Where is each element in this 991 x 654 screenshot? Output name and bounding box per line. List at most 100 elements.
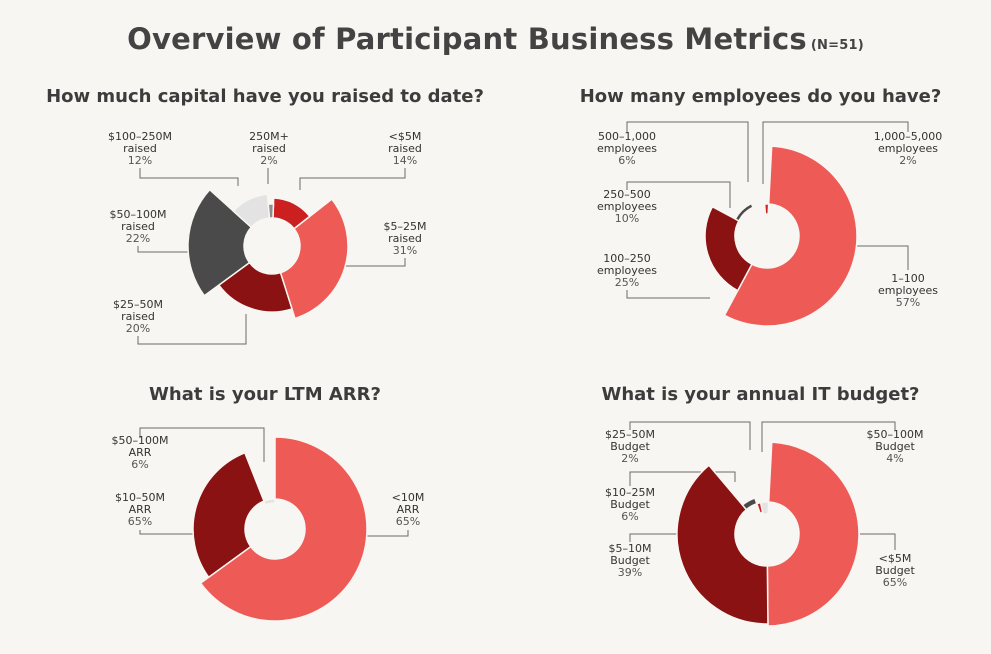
slice-category-label: employees [597, 264, 657, 277]
slice-category-label: $25–50M [113, 298, 163, 311]
leader-line-1-100 [855, 245, 909, 270]
leader-line-25-50m [629, 421, 751, 450]
slice-5-10m [676, 464, 769, 625]
slice-50-100m [262, 498, 276, 506]
slice-category-label: 1–100 [891, 272, 925, 285]
slice-category-label: employees [597, 142, 657, 155]
slice-category-label: 500–1,000 [598, 130, 656, 143]
slice-percent-label: 6% [618, 154, 635, 167]
slice-250-500 [734, 202, 755, 222]
slice-1-000-5-000 [763, 203, 770, 215]
slice-percent-label: 25% [615, 276, 639, 289]
chart-panel-capital: How much capital have you raised to date… [0, 86, 530, 356]
slice-50-100m [187, 188, 253, 297]
slice-10m [199, 436, 368, 622]
capital-donut-chart: <$5Mraised14%$5–25Mraised31%$25–50Mraise… [108, 130, 427, 345]
slice-100-250 [704, 205, 753, 292]
sample-size: (N=51) [810, 38, 864, 53]
slice-percent-label: 39% [618, 566, 642, 579]
slice-percent-label: 65% [396, 515, 420, 528]
leader-line-10-50m [139, 530, 195, 535]
slice-category-label: raised [252, 142, 286, 155]
leader-line-50-100m [139, 427, 265, 462]
slice-category-label: employees [878, 284, 938, 297]
slice-category-label: Budget [875, 564, 915, 577]
slice-percent-label: 57% [896, 296, 920, 309]
slice-category-label: ARR [129, 446, 152, 459]
slice-category-label: $50–100M [867, 428, 924, 441]
slice-category-label: $50–100M [110, 208, 167, 221]
slice-percent-label: 6% [131, 458, 148, 471]
slice-category-label: Budget [875, 440, 915, 453]
leader-line-25-50m [137, 314, 247, 345]
chart-panel-it-budget: What is your annual IT budget? <$5M Budge… [530, 384, 991, 654]
leader-line-100-250 [626, 290, 710, 299]
slice-category-label: raised [121, 220, 155, 233]
slice-category-label: $50–100M [112, 434, 169, 447]
slice-category-label: ARR [129, 503, 152, 516]
slice-percent-label: 22% [126, 232, 150, 245]
leader-line-250-500 [626, 181, 731, 208]
slice-category-label: Budget [610, 498, 650, 511]
slice-category-label: $5–25M [384, 220, 427, 233]
slice-5m [766, 441, 860, 627]
page-title: Overview of Participant Business Metrics… [0, 22, 991, 56]
leader-line-5-25m [342, 258, 406, 267]
slice-category-label: 1,000–5,000 [874, 130, 942, 143]
slice-category-label: ARR [397, 503, 420, 516]
slice-category-label: Budget [610, 554, 650, 567]
slice-percent-label: 2% [260, 154, 277, 167]
slice-percent-label: 31% [393, 244, 417, 257]
leader-line-500-1-000 [626, 121, 749, 182]
slice-category-label: 100–250 [603, 252, 651, 265]
slice-percent-label: 65% [883, 576, 907, 589]
slice-percent-label: 65% [128, 515, 152, 528]
slice-1-100 [723, 145, 858, 327]
slice-percent-label: 2% [621, 452, 638, 465]
slice-percent-label: 20% [126, 322, 150, 335]
slice-category-label: <10M [392, 491, 425, 504]
slice-percent-label: 12% [128, 154, 152, 167]
title-text: Overview of Participant Business Metrics [127, 22, 807, 56]
slice-10-50m [192, 451, 265, 579]
slice-percent-label: 2% [899, 154, 916, 167]
leader-line-5m [860, 533, 896, 550]
slice-250m [267, 203, 275, 219]
slice-category-label: 250–500 [603, 188, 651, 201]
slice-category-label: $100–250M [108, 130, 172, 143]
chart-title-it-budget: What is your annual IT budget? [601, 384, 920, 405]
leader-line-10m [367, 530, 409, 537]
slice-500-1-000 [751, 202, 766, 209]
slice-10-25m [741, 497, 758, 511]
slice-category-label: raised [121, 310, 155, 323]
slice-category-label: raised [388, 142, 422, 155]
slice-category-label: 250M+ [249, 130, 289, 143]
slice-category-label: raised [123, 142, 157, 155]
slice-category-label: <$5M [389, 130, 422, 143]
it-budget-donut-chart: <$5MBudget65%$5–10MBudget39%$10–25MBudge… [605, 421, 924, 627]
slice-percent-label: 14% [393, 154, 417, 167]
slice-25-50m [217, 261, 293, 313]
chart-panel-arr: What is your LTM ARR? <10M ARR 65% $10–50M A… [0, 384, 530, 654]
slice-category-label: Budget [610, 440, 650, 453]
slice-category-label: $10–50M [115, 491, 165, 504]
chart-title-employees: How many employees do you have? [579, 86, 942, 107]
slice-category-label: $5–10M [609, 542, 652, 555]
slice-percent-label: 6% [621, 510, 638, 523]
chart-title-capital: How much capital have you raised to date… [46, 86, 484, 107]
chart-title-arr: What is your LTM ARR? [149, 384, 381, 405]
slice-category-label: raised [388, 232, 422, 245]
slice-category-label: $25–50M [605, 428, 655, 441]
slice-100-250m [232, 193, 271, 229]
slice-percent-label: 10% [615, 212, 639, 225]
slice-category-label: employees [878, 142, 938, 155]
slice-category-label: $10–25M [605, 486, 655, 499]
slice-category-label: employees [597, 200, 657, 213]
slice-percent-label: 4% [886, 452, 903, 465]
leader-line-50-100m [137, 246, 190, 253]
leader-line-10-25m [629, 471, 736, 486]
leader-line-5m [299, 168, 406, 190]
employees-donut-chart: 1–100employees57%100–250employees25%250–… [597, 121, 942, 327]
slice-5-25m [279, 198, 349, 320]
